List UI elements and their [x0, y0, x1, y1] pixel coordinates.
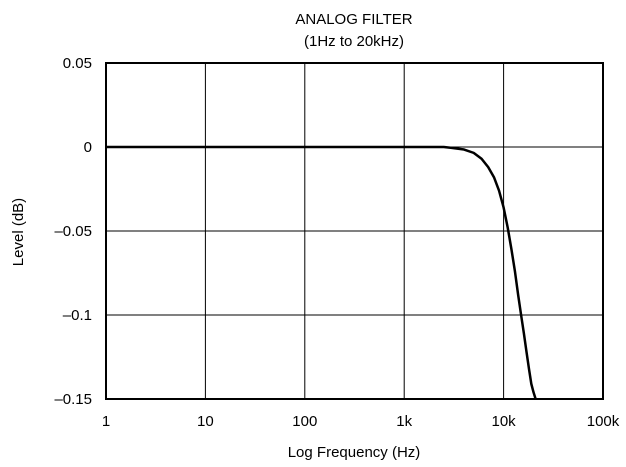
- x-tick-label: 100k: [587, 413, 620, 430]
- x-tick-label: 1k: [396, 413, 412, 430]
- x-tick-label: 10k: [492, 413, 517, 430]
- grid: [105, 62, 604, 400]
- x-tick-label: 10: [197, 413, 214, 430]
- x-tick-labels: 1 10 100 1k 10k 100k: [102, 413, 620, 430]
- y-tick-label: 0.05: [63, 55, 92, 72]
- series-line: [106, 145, 537, 400]
- x-tick-label: 1: [102, 413, 110, 430]
- chart-subtitle: (1Hz to 20kHz): [304, 33, 404, 50]
- series-layer: [106, 145, 537, 400]
- x-tick-label: 100: [292, 413, 317, 430]
- plot-frame: [105, 62, 604, 400]
- x-axis-label: Log Frequency (Hz): [288, 444, 421, 461]
- y-tick-label: 0: [84, 139, 92, 156]
- y-axis-label: Level (dB): [10, 198, 27, 266]
- y-tick-label: –0.05: [54, 223, 92, 240]
- y-tick-labels: 0.05 0 –0.05 –0.1 –0.15: [54, 55, 92, 408]
- y-tick-label: –0.1: [63, 307, 92, 324]
- chart-title: ANALOG FILTER: [295, 11, 412, 28]
- y-tick-label: –0.15: [54, 391, 92, 408]
